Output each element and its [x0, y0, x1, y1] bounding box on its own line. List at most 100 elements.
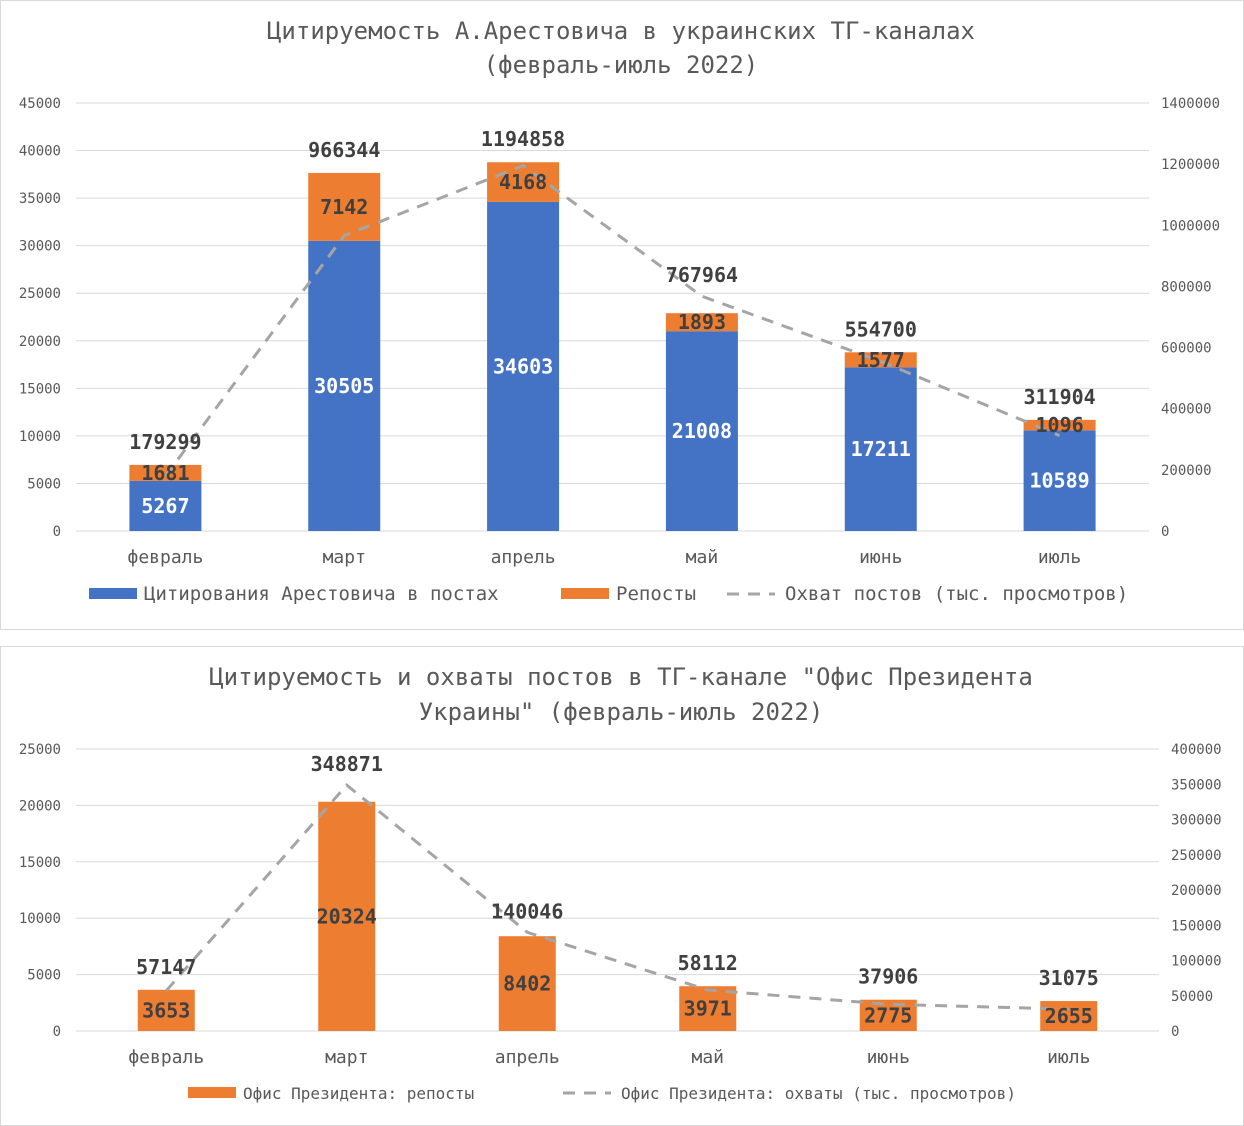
bar-value-label: 34603 — [493, 354, 553, 378]
y-right-tick-label: 1000000 — [1161, 218, 1220, 234]
bar-reposts — [1023, 419, 1096, 431]
legend-entry: Офис Президента: репосты — [243, 1084, 474, 1103]
y-right-tick-label: 1200000 — [1161, 157, 1220, 173]
y-right-tick-label: 0 — [1161, 524, 1169, 540]
bar-citations — [129, 480, 202, 531]
y-right-tick-label: 150000 — [1171, 918, 1222, 934]
y-left-tick-label: 30000 — [19, 239, 61, 255]
y-left-tick-label: 20000 — [19, 798, 61, 814]
x-category-label: май — [691, 1047, 724, 1068]
y-right-tick-label: 50000 — [1171, 989, 1213, 1005]
x-category-label: апрель — [495, 1047, 560, 1068]
chart-panel-office-president: Цитируемость и охваты постов в ТГ-канале… — [0, 646, 1244, 1126]
x-category-label: июль — [1047, 1047, 1090, 1068]
y-left-tick-label: 45000 — [19, 96, 61, 112]
bar-value-label: 8402 — [503, 972, 551, 996]
legend-entry: Репосты — [616, 583, 696, 605]
y-right-tick-label: 200000 — [1171, 883, 1222, 899]
y-left-tick-label: 0 — [53, 1024, 61, 1040]
bar-reposts — [665, 313, 738, 332]
bar-reposts — [137, 989, 195, 1031]
reach-value-label: 966344 — [308, 138, 380, 162]
bar-value-label: 4168 — [499, 170, 547, 194]
reach-line — [164, 164, 1061, 478]
bar-value-label: 3653 — [142, 998, 190, 1022]
bar-value-label: 5267 — [141, 494, 189, 518]
reach-value-label: 57147 — [136, 955, 196, 979]
bar-value-label: 3971 — [684, 997, 732, 1021]
y-right-tick-label: 350000 — [1171, 777, 1222, 793]
legend-swatch — [89, 588, 137, 599]
bar-value-label: 30505 — [314, 374, 374, 398]
y-right-tick-label: 1400000 — [1161, 96, 1220, 112]
chart-title-line: Цитируемость А.Арестовича в украинских Т… — [267, 17, 975, 45]
bar-value-label: 20324 — [317, 904, 377, 928]
chart-arestovich: Цитируемость А.Арестовича в украинских Т… — [19, 17, 1220, 605]
x-category-label: июль — [1038, 547, 1081, 568]
y-left-tick-label: 10000 — [19, 429, 61, 445]
y-right-tick-label: 300000 — [1171, 813, 1222, 829]
y-left-tick-label: 5000 — [27, 476, 61, 492]
bar-citations — [665, 331, 738, 531]
chart-title-line: Украины" (февраль-июль 2022) — [419, 698, 824, 726]
y-left-tick-label: 15000 — [19, 381, 61, 397]
bar-value-label: 1096 — [1035, 413, 1083, 437]
bar-value-label: 1681 — [141, 461, 189, 485]
bar-citations — [487, 201, 560, 531]
x-category-label: март — [323, 547, 366, 568]
chart-title-line: (февраль-июль 2022) — [484, 51, 759, 79]
y-right-tick-label: 200000 — [1161, 463, 1212, 479]
bar-reposts — [679, 986, 737, 1031]
bar-citations — [844, 367, 917, 531]
bar-value-label: 7142 — [320, 195, 368, 219]
y-right-tick-label: 400000 — [1161, 402, 1212, 418]
reach-value-label: 140046 — [491, 899, 563, 923]
y-right-tick-label: 600000 — [1161, 341, 1212, 357]
y-right-tick-label: 400000 — [1171, 742, 1222, 758]
x-category-label: июнь — [859, 547, 902, 568]
reach-value-label: 554700 — [845, 317, 917, 341]
reach-value-label: 311904 — [1023, 385, 1095, 409]
legend-swatch — [188, 1087, 236, 1098]
legend-entry: Офис Президента: охваты (тыс. просмотров… — [621, 1084, 1016, 1103]
legend-entry: Цитирования Арестовича в постах — [144, 583, 499, 605]
reach-value-label: 37906 — [858, 965, 918, 989]
reach-value-label: 179299 — [129, 430, 201, 454]
x-category-label: май — [686, 547, 719, 568]
bar-value-label: 21008 — [672, 419, 732, 443]
bar-citations — [308, 240, 381, 531]
bar-reposts — [498, 936, 556, 1031]
reach-value-label: 767964 — [666, 263, 738, 287]
bar-value-label: 2775 — [864, 1003, 912, 1027]
y-left-tick-label: 40000 — [19, 144, 61, 160]
reach-line — [165, 782, 1069, 1011]
bar-value-label: 1577 — [857, 348, 905, 372]
bar-value-label: 1893 — [678, 310, 726, 334]
panel-gap — [0, 630, 1244, 646]
reach-value-label: 1194858 — [481, 127, 565, 151]
x-category-label: февраль — [128, 1047, 204, 1068]
x-category-label: март — [325, 1047, 368, 1068]
x-category-label: февраль — [127, 547, 203, 568]
x-category-label: июнь — [867, 1047, 910, 1068]
legend-swatch — [561, 588, 609, 599]
chart-office-president: Цитируемость и охваты постов в ТГ-канале… — [19, 663, 1222, 1103]
chart-panel-arestovich: Цитируемость А.Арестовича в украинских Т… — [0, 0, 1244, 630]
y-left-tick-label: 25000 — [19, 286, 61, 302]
bar-reposts — [308, 172, 381, 241]
bar-reposts — [129, 464, 202, 481]
y-left-tick-label: 25000 — [19, 742, 61, 758]
y-left-tick-label: 5000 — [27, 968, 61, 984]
y-left-tick-label: 15000 — [19, 855, 61, 871]
y-right-tick-label: 250000 — [1171, 848, 1222, 864]
x-category-label: апрель — [491, 547, 556, 568]
y-left-tick-label: 10000 — [19, 911, 61, 927]
bar-reposts — [1040, 1001, 1098, 1031]
bar-reposts — [318, 801, 376, 1031]
bar-value-label: 2655 — [1045, 1004, 1093, 1028]
y-left-tick-label: 35000 — [19, 191, 61, 207]
bar-value-label: 10589 — [1029, 469, 1089, 493]
bar-reposts — [859, 999, 917, 1031]
reach-value-label: 348871 — [311, 752, 383, 776]
y-left-tick-label: 0 — [53, 524, 61, 540]
